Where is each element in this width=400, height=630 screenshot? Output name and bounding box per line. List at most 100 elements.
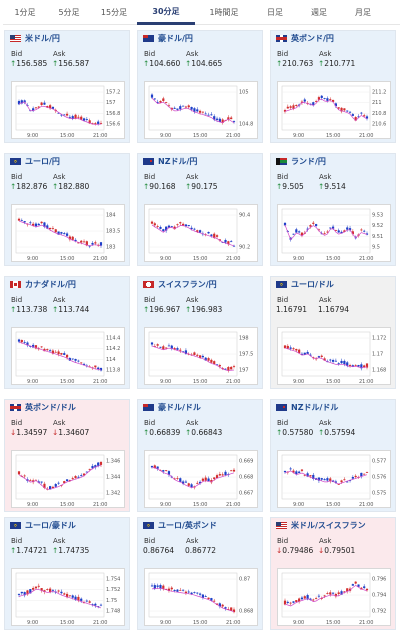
mini-candlestick-chart[interactable]: 1.346 1.344 1.342 9:00 15:00 21:00 bbox=[11, 450, 125, 508]
mini-candlestick-chart[interactable]: 105 104.8 9:00 15:00 21:00 bbox=[144, 81, 258, 139]
candle-body bbox=[173, 226, 176, 230]
currency-card[interactable]: 英ポンド/ドル Bid Ask ↓1.34597 ↓1.34607 1.346 1.344 1… bbox=[4, 399, 130, 512]
tab-7[interactable]: 月足 bbox=[341, 0, 385, 25]
currency-card[interactable]: ユーロ/英ポンド Bid Ask 0.86764 0.86772 0.87 0.868 9:0… bbox=[137, 517, 263, 630]
card-header[interactable]: NZドル/円 bbox=[138, 154, 262, 169]
card-header[interactable]: 米ドル/円 bbox=[5, 31, 129, 46]
card-header[interactable]: カナダドル/円 bbox=[5, 277, 129, 292]
card-header[interactable]: 豪ドル/円 bbox=[138, 31, 262, 46]
card-header[interactable]: ユーロ/豪ドル bbox=[5, 518, 129, 533]
tab-5[interactable]: 日足 bbox=[253, 0, 297, 25]
x-tick-label: 21:00 bbox=[359, 620, 373, 626]
currency-card[interactable]: ランド/円 Bid Ask ↑9.505 ↑9.514 9.53 9.52 9.51 9.5 9:… bbox=[270, 153, 396, 266]
x-tick-label: 15:00 bbox=[193, 620, 207, 626]
mini-candlestick-chart[interactable]: 9.53 9.52 9.51 9.5 9:00 15:00 21:00 bbox=[277, 204, 391, 262]
card-header[interactable]: ユーロ/ドル bbox=[271, 277, 395, 292]
tab-2[interactable]: 15分足 bbox=[91, 0, 137, 25]
mini-candlestick-chart[interactable]: 0.669 0.668 0.667 9:00 15:00 21:00 bbox=[144, 450, 258, 508]
tab-4[interactable]: 1時間足 bbox=[195, 0, 253, 25]
currency-card[interactable]: 米ドル/円 Bid Ask ↑156.585 ↑156.587 157.2 157 156.8… bbox=[4, 30, 130, 143]
tab-6[interactable]: 週足 bbox=[297, 0, 341, 25]
mini-candlestick-chart[interactable]: 211.2 211 210.8 210.6 9:00 15:00 21:00 bbox=[277, 81, 391, 139]
chart-svg: 157.2 157 156.8 156.6 9:00 15:00 21:00 bbox=[15, 85, 120, 139]
card-header[interactable]: ランド/円 bbox=[271, 154, 395, 169]
tab-1[interactable]: 5分足 bbox=[47, 0, 91, 25]
candle-body bbox=[97, 367, 100, 370]
candle-body bbox=[213, 233, 216, 239]
mini-candlestick-chart[interactable]: 90.4 90.2 9:00 15:00 21:00 bbox=[144, 204, 258, 262]
bid-label: Bid bbox=[11, 537, 23, 545]
bid-ask-labels: Bid Ask bbox=[138, 537, 262, 545]
candle-body bbox=[227, 609, 230, 610]
x-tick-label: 21:00 bbox=[359, 502, 373, 508]
candle-body bbox=[300, 597, 304, 600]
currency-card[interactable]: ユーロ/円 Bid Ask ↑182.876 ↑182.880 184 183.5 183 9:… bbox=[4, 153, 130, 266]
candle-body bbox=[71, 358, 74, 360]
card-header[interactable]: 英ポンド/ドル bbox=[5, 400, 129, 415]
currency-card[interactable]: 米ドル/スイスフラン Bid Ask ↓0.79486 ↓0.79501 0.796 0.7… bbox=[270, 517, 396, 630]
direction-arrow-icon: ↑ bbox=[318, 182, 325, 191]
candle-body bbox=[94, 123, 97, 124]
mini-candlestick-chart[interactable]: 157.2 157 156.8 156.6 9:00 15:00 21:00 bbox=[11, 81, 125, 139]
currency-card[interactable]: 豪ドル/ドル Bid Ask ↑0.66839 ↑0.66843 0.669 0.668 0.… bbox=[137, 399, 263, 512]
candle-body bbox=[71, 595, 74, 598]
currency-card[interactable]: NZドル/ドル Bid Ask ↑0.57580 ↑0.57594 0.577 0.576 0… bbox=[270, 399, 396, 512]
ask-value: 1.34607 bbox=[58, 428, 90, 437]
candle-body bbox=[323, 595, 326, 597]
candle-body bbox=[150, 465, 154, 468]
candle-body bbox=[37, 223, 40, 226]
card-header[interactable]: スイスフラン/円 bbox=[138, 277, 262, 292]
card-header[interactable]: 英ポンド/円 bbox=[271, 31, 395, 46]
currency-card[interactable]: ユーロ/ドル Bid Ask 1.16791 1.16794 1.172 1.17 1.168… bbox=[270, 276, 396, 389]
tab-0[interactable]: 1分足 bbox=[3, 0, 47, 25]
candle-body bbox=[190, 106, 193, 110]
y-tick-label: 0.575 bbox=[372, 491, 386, 497]
candle-body bbox=[68, 236, 71, 240]
candle-body bbox=[343, 230, 346, 232]
currency-card[interactable]: スイスフラン/円 Bid Ask ↑196.967 ↑196.983 198 197.5 19… bbox=[137, 276, 263, 389]
pair-name: ユーロ/英ポンド bbox=[158, 521, 217, 530]
currency-card[interactable]: 豪ドル/円 Bid Ask ↑104.660 ↑104.665 105 104.8 9:00 1… bbox=[137, 30, 263, 143]
card-header[interactable]: 豪ドル/ドル bbox=[138, 400, 262, 415]
card-header[interactable]: 米ドル/スイスフラン bbox=[271, 518, 395, 533]
y-tick-label: 183.5 bbox=[106, 229, 120, 235]
candle-body bbox=[85, 241, 88, 246]
tab-3[interactable]: 30分足 bbox=[137, 0, 195, 25]
bid-label: Bid bbox=[144, 296, 156, 304]
mini-candlestick-chart[interactable]: 184 183.5 183 9:00 15:00 21:00 bbox=[11, 204, 125, 262]
mini-candlestick-chart[interactable]: 0.577 0.576 0.575 9:00 15:00 21:00 bbox=[277, 450, 391, 508]
mini-candlestick-chart[interactable]: 0.87 0.868 9:00 15:00 21:00 bbox=[144, 568, 258, 626]
card-header[interactable]: ユーロ/円 bbox=[5, 154, 129, 169]
candle-body bbox=[329, 227, 332, 229]
mini-candlestick-chart[interactable]: 0.796 0.794 0.792 9:00 15:00 21:00 bbox=[277, 568, 391, 626]
flag-icon bbox=[143, 158, 154, 165]
x-tick-label: 9:00 bbox=[27, 379, 38, 385]
currency-card[interactable]: 英ポンド/円 Bid Ask ↑210.763 ↑210.771 211.2 211 210.… bbox=[270, 30, 396, 143]
y-tick-label: 9.52 bbox=[372, 223, 383, 229]
mini-candlestick-chart[interactable]: 198 197.5 197 9:00 15:00 21:00 bbox=[144, 327, 258, 385]
direction-arrow-icon: ↑ bbox=[276, 428, 283, 437]
x-tick-label: 15:00 bbox=[193, 256, 207, 262]
mini-candlestick-chart[interactable]: 114.4 114.2 114 113.8 9:00 15:00 21:00 bbox=[11, 327, 125, 385]
flag-icon bbox=[276, 522, 287, 529]
currency-card[interactable]: ユーロ/豪ドル Bid Ask ↑1.74721 ↑1.74735 1.754 1.752 1… bbox=[4, 517, 130, 630]
card-header[interactable]: NZドル/ドル bbox=[271, 400, 395, 415]
mini-candlestick-chart[interactable]: 1.754 1.752 1.75 1.748 9:00 15:00 21:00 bbox=[11, 568, 125, 626]
currency-card[interactable]: NZドル/円 Bid Ask ↑90.168 ↑90.175 90.4 90.2 9:00 15… bbox=[137, 153, 263, 266]
bid-value: 182.876 bbox=[16, 182, 48, 191]
candle-body bbox=[331, 99, 335, 102]
card-header[interactable]: ユーロ/英ポンド bbox=[138, 518, 262, 533]
y-tick-label: 1.17 bbox=[372, 352, 383, 358]
candle-body bbox=[91, 604, 94, 606]
currency-card[interactable]: カナダドル/円 Bid Ask ↑113.738 ↑113.744 114.4 114.2 1… bbox=[4, 276, 130, 389]
candle-body bbox=[351, 114, 354, 116]
candle-body bbox=[295, 104, 298, 106]
candle-body bbox=[337, 107, 340, 109]
candle-body bbox=[298, 349, 301, 354]
candle-body bbox=[60, 353, 63, 355]
pair-name: スイスフラン/円 bbox=[158, 280, 217, 289]
direction-arrow-icon: ↑ bbox=[318, 59, 325, 68]
mini-candlestick-chart[interactable]: 1.172 1.17 1.168 9:00 15:00 21:00 bbox=[277, 327, 391, 385]
candle-body bbox=[198, 593, 202, 595]
moving-average-line bbox=[151, 345, 235, 372]
